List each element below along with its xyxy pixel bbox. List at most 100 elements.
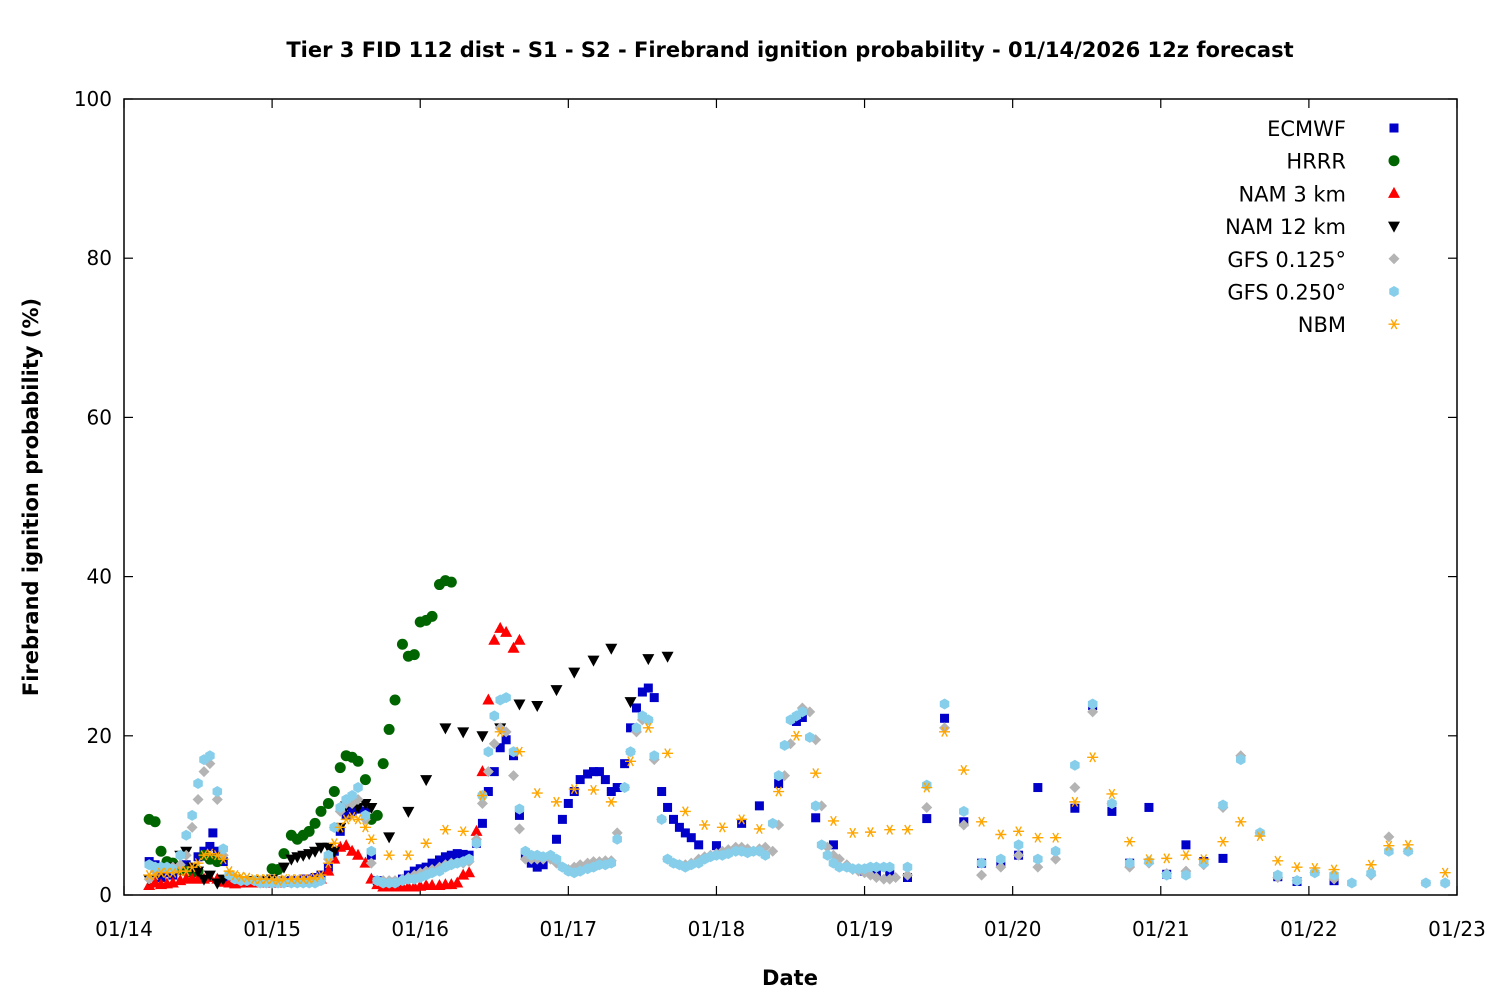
data-point xyxy=(871,861,882,873)
data-point xyxy=(531,787,543,799)
data-point xyxy=(1383,831,1395,843)
data-point xyxy=(192,866,205,878)
data-point xyxy=(773,786,785,797)
data-point xyxy=(476,797,488,809)
data-point xyxy=(383,850,395,861)
data-point xyxy=(229,869,241,881)
data-point xyxy=(483,746,494,758)
legend-marker xyxy=(1389,286,1399,297)
data-point xyxy=(494,726,506,737)
data-point xyxy=(1032,832,1044,843)
data-point xyxy=(208,828,218,838)
data-point xyxy=(212,786,223,798)
data-point xyxy=(1254,830,1266,842)
data-point xyxy=(1292,875,1302,887)
data-point xyxy=(834,861,845,873)
data-point xyxy=(791,716,801,726)
data-point xyxy=(568,667,581,679)
data-point xyxy=(804,731,815,743)
data-point xyxy=(643,714,654,726)
data-point xyxy=(192,793,204,805)
data-point xyxy=(193,852,203,862)
data-point xyxy=(340,839,353,851)
data-point xyxy=(686,859,697,871)
data-point xyxy=(588,784,600,796)
data-point xyxy=(1347,877,1357,889)
legend-marker xyxy=(1388,253,1400,265)
series-nbm xyxy=(143,722,1451,886)
data-point xyxy=(1421,877,1431,889)
data-point xyxy=(198,850,210,861)
legend: ECMWF HRRR NAM 3 km NAM 12 km GFS 0.125° GFS … xyxy=(1225,117,1400,337)
data-point xyxy=(389,694,401,706)
data-point xyxy=(1383,840,1395,851)
data-point xyxy=(1124,857,1135,869)
data-point xyxy=(594,767,604,777)
data-point xyxy=(427,858,437,868)
data-point xyxy=(624,697,637,709)
data-point xyxy=(767,817,778,829)
data-point xyxy=(921,782,933,793)
data-point xyxy=(439,723,452,735)
data-point xyxy=(662,748,674,759)
y-tick-label: 20 xyxy=(87,724,112,748)
data-point xyxy=(1069,796,1081,807)
data-point xyxy=(1218,799,1228,811)
data-point xyxy=(494,621,507,633)
data-point xyxy=(420,775,433,787)
legend-marker xyxy=(1389,123,1399,133)
data-point xyxy=(211,793,223,805)
data-point xyxy=(1144,802,1154,812)
data-point xyxy=(193,778,203,790)
data-point xyxy=(434,855,444,865)
data-point xyxy=(1069,782,1081,794)
legend-marker xyxy=(1388,155,1400,167)
legend-marker xyxy=(1388,319,1400,330)
data-point xyxy=(723,848,734,860)
data-point xyxy=(959,805,969,817)
data-point xyxy=(186,821,198,833)
legend-marker xyxy=(1388,186,1400,198)
x-tick-label: 01/18 xyxy=(688,917,746,941)
data-point xyxy=(774,779,784,789)
data-point xyxy=(507,641,520,653)
data-point xyxy=(143,873,155,885)
series-gfs-0-250- xyxy=(144,692,1450,889)
data-point xyxy=(471,837,482,849)
x-tick-label: 01/19 xyxy=(836,917,894,941)
data-point xyxy=(371,809,383,821)
data-point xyxy=(557,814,567,824)
data-point xyxy=(303,825,315,837)
data-point xyxy=(464,853,474,865)
data-point xyxy=(489,767,499,777)
data-point xyxy=(1198,857,1209,869)
data-point xyxy=(902,824,914,835)
data-point xyxy=(322,858,334,869)
data-point xyxy=(1402,839,1414,850)
data-point xyxy=(476,790,488,801)
data-point xyxy=(1013,839,1024,851)
data-point xyxy=(531,701,544,713)
data-point xyxy=(661,651,674,663)
x-tick-label: 01/20 xyxy=(984,917,1042,941)
data-point xyxy=(513,823,525,835)
data-point xyxy=(309,846,322,858)
data-point xyxy=(1050,845,1061,857)
data-point xyxy=(235,871,247,882)
data-point xyxy=(1070,803,1080,813)
data-point xyxy=(737,818,747,828)
data-point xyxy=(674,822,684,832)
data-point xyxy=(686,833,696,843)
data-point xyxy=(1050,832,1062,843)
data-point xyxy=(736,814,748,825)
data-point xyxy=(1013,849,1025,861)
data-point xyxy=(631,703,641,713)
data-point xyxy=(538,851,548,863)
data-point xyxy=(642,654,655,666)
data-point xyxy=(532,862,542,872)
data-point xyxy=(488,738,500,750)
y-tick-label: 80 xyxy=(87,246,112,270)
data-point xyxy=(550,796,562,807)
data-point xyxy=(810,800,821,812)
data-point xyxy=(1328,864,1340,875)
